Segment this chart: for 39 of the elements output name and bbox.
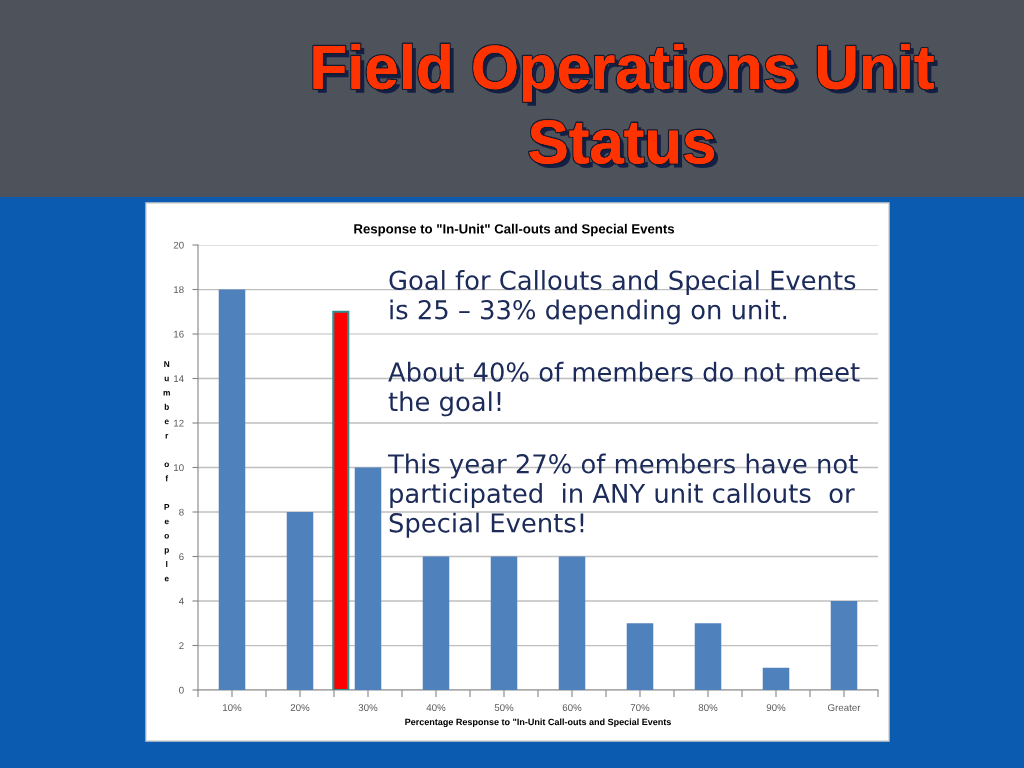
x-tick-label: 70% [630,704,650,712]
x-tick-label: 80% [698,704,718,712]
y-tick-label: 8 [179,508,184,516]
x-tick-label: 60% [562,704,582,712]
bar [558,556,586,690]
y-tick-label: 20 [173,241,184,249]
x-tick-label: 40% [426,704,446,712]
bar [332,310,350,690]
y-tick-label: 10 [174,464,184,472]
bar [490,556,518,690]
annotation: About 40% of members do not meet the goal! [388,361,860,417]
y-tick-label: 16 [174,330,184,338]
x-tick-label: 10% [223,704,242,712]
x-tick-label: 50% [494,704,514,712]
y-tick-label: 14 [174,375,184,383]
chart-subtitle: Response to "In-Unit" Call-outs and Special Events [354,223,675,237]
y-tick-label: 6 [179,553,184,561]
bar [354,467,382,690]
bar [762,667,790,690]
x-tick-label: 90% [766,704,786,712]
x-axis-title: Percentage Response to "In-Unit Call-outs and Special Events [405,718,671,727]
y-tick-label: 18 [174,286,184,294]
bar [286,512,314,690]
y-tick-label: 0 [179,686,184,694]
annotation: This year 27% of members have not participated in ANY unit callouts or Special Events! [387,453,858,538]
text: Number of People [163,361,170,582]
chart-title: Field Operations Unit Status [313,43,938,169]
bar [694,623,722,690]
bar [830,601,858,690]
x-tick-label: Greater [828,704,861,712]
bar [218,289,246,690]
y-tick-label: 2 [179,642,184,650]
x-tick-label: 30% [358,704,378,712]
bar [422,556,450,690]
y-tick-label: 4 [178,597,184,605]
x-tick-label: 20% [290,704,310,712]
y-tick-label: 12 [174,419,184,427]
bar [626,623,654,690]
annotation: Goal for Callouts and Special Events is 25 – 33% depending on unit. [389,270,856,325]
